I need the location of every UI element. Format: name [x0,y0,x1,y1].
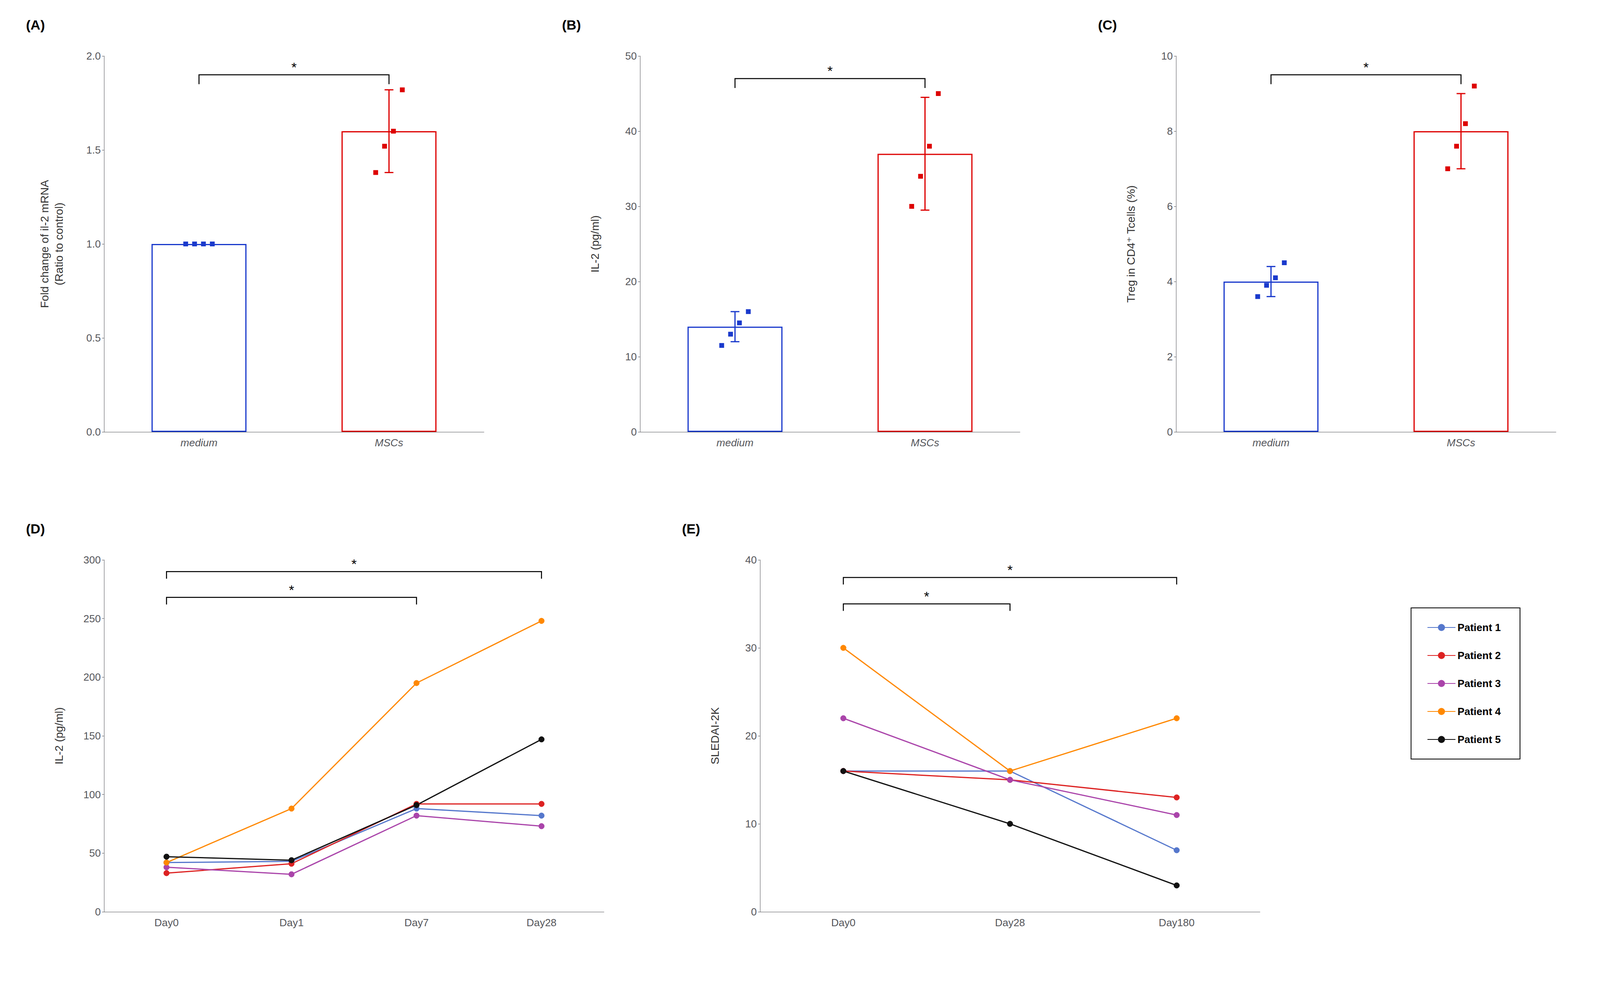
svg-text:IL-2 (pg/ml): IL-2 (pg/ml) [52,707,66,765]
svg-text:MSCs: MSCs [374,436,404,449]
svg-text:2: 2 [1167,350,1173,363]
svg-text:medium: medium [1252,436,1290,449]
svg-text:6: 6 [1167,200,1173,213]
svg-text:50: 50 [89,847,101,860]
svg-text:Day28: Day28 [994,916,1025,929]
svg-text:*: * [1363,59,1369,75]
svg-text:250: 250 [83,612,101,625]
svg-text:(C): (C) [1098,17,1117,33]
svg-text:(A): (A) [26,17,45,33]
svg-text:Patient 4: Patient 4 [1457,705,1502,718]
svg-text:2.0: 2.0 [86,50,101,62]
svg-text:(D): (D) [26,521,45,537]
svg-text:MSCs: MSCs [1446,436,1476,449]
svg-text:Patient 1: Patient 1 [1457,621,1501,634]
svg-text:(Ratio to control): (Ratio to control) [52,202,66,286]
svg-text:10: 10 [745,818,757,830]
svg-text:30: 30 [745,642,757,654]
svg-text:20: 20 [745,730,757,742]
svg-text:10: 10 [625,350,637,363]
svg-text:*: * [288,582,294,598]
svg-text:1.5: 1.5 [86,144,101,156]
svg-text:Day28: Day28 [526,916,557,929]
svg-text:*: * [1007,562,1013,578]
svg-text:300: 300 [83,554,101,566]
svg-text:MSCs: MSCs [910,436,940,449]
svg-text:Patient 5: Patient 5 [1457,733,1501,746]
svg-text:(E): (E) [682,521,700,537]
svg-text:Day7: Day7 [404,916,429,929]
svg-text:150: 150 [83,730,101,742]
svg-text:*: * [291,59,297,75]
svg-text:*: * [924,588,930,604]
svg-text:medium: medium [716,436,754,449]
svg-text:Treg in CD4⁺ Tcells (%): Treg in CD4⁺ Tcells (%) [1124,185,1138,303]
svg-text:10: 10 [1161,50,1173,62]
svg-text:40: 40 [625,125,637,138]
svg-text:0: 0 [751,906,757,918]
svg-text:(B): (B) [562,17,581,33]
svg-text:Patient 2: Patient 2 [1457,649,1501,662]
svg-text:0: 0 [95,906,101,918]
svg-text:30: 30 [625,200,637,213]
svg-text:SLEDAI-2K: SLEDAI-2K [708,707,722,765]
svg-text:0: 0 [1167,426,1173,438]
svg-text:8: 8 [1167,125,1173,138]
svg-text:0.0: 0.0 [86,426,101,438]
svg-text:Patient 3: Patient 3 [1457,677,1501,690]
svg-text:4: 4 [1167,275,1173,288]
svg-text:100: 100 [83,788,101,801]
svg-text:1.0: 1.0 [86,238,101,250]
svg-text:Day0: Day0 [831,916,856,929]
svg-text:Day0: Day0 [154,916,179,929]
svg-text:medium: medium [180,436,218,449]
svg-text:50: 50 [625,50,637,62]
svg-text:0: 0 [631,426,637,438]
svg-text:Day1: Day1 [279,916,304,929]
svg-text:IL-2 (pg/ml): IL-2 (pg/ml) [588,215,602,273]
svg-text:*: * [827,63,833,79]
svg-text:200: 200 [83,671,101,684]
svg-text:0.5: 0.5 [86,332,101,344]
svg-text:Fold change of il-2 mRNA: Fold change of il-2 mRNA [38,179,51,308]
svg-text:Day180: Day180 [1158,916,1195,929]
svg-text:40: 40 [745,554,757,566]
svg-text:20: 20 [625,275,637,288]
svg-text:*: * [351,556,357,572]
